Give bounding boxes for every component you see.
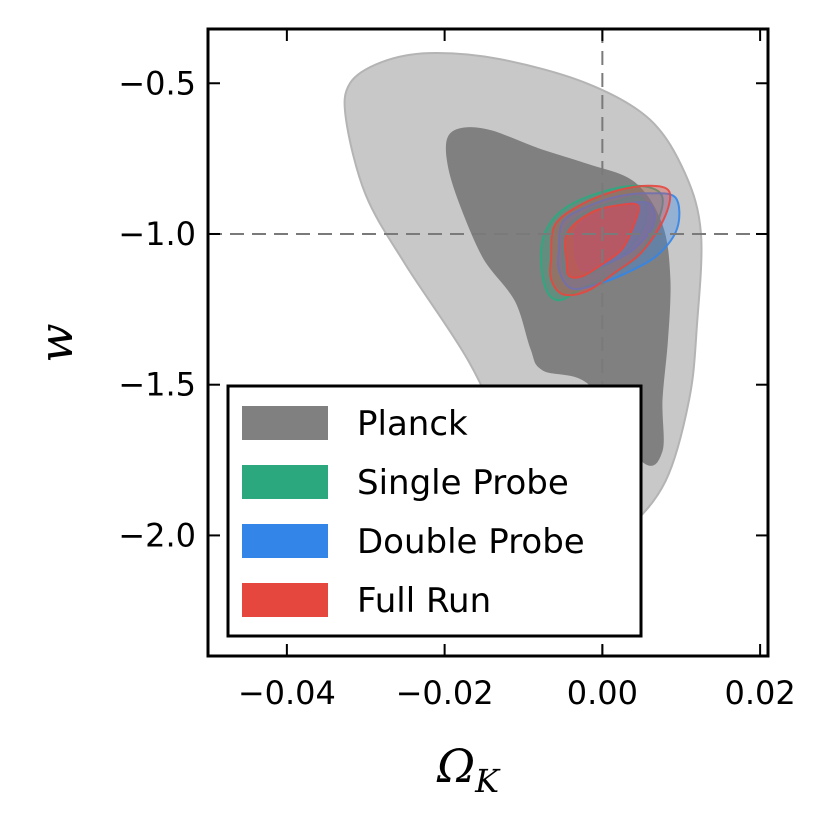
y-tick-label: −1.0 [118, 215, 196, 253]
legend-swatch [242, 524, 328, 558]
y-axis-label: w [29, 323, 83, 362]
legend-label: Full Run [357, 581, 491, 621]
y-tick-label: −2.0 [118, 516, 196, 554]
y-tick-label: −0.5 [118, 64, 196, 102]
reference-lines [208, 29, 768, 656]
legend-swatch [242, 583, 328, 617]
legend-entry-double-probe: Double Probe [242, 522, 585, 562]
legend-entry-single-probe: Single Probe [242, 463, 569, 503]
x-tick-label: 0.02 [724, 674, 795, 712]
legend-swatch [242, 465, 328, 499]
x-tick-label: −0.04 [238, 674, 336, 712]
legend-swatch [242, 406, 328, 440]
legend-entry-planck: Planck [242, 404, 468, 444]
ticks-layer: −0.04 −0.02 0.00 0.02 −0.5 −1.0 −1.5 −2.0 [118, 29, 796, 712]
x-axis-label-sub: K [474, 762, 501, 800]
legend-label: Single Probe [357, 463, 569, 503]
legend-label: Double Probe [357, 522, 585, 562]
legend-label: Planck [357, 404, 468, 444]
y-tick-label: −1.5 [118, 366, 196, 404]
x-axis-label: ΩK [436, 739, 501, 800]
x-tick-label: −0.02 [396, 674, 494, 712]
x-tick-label: 0.00 [567, 674, 638, 712]
legend-entry-full-run: Full Run [242, 581, 491, 621]
x-axis-label-main: Ω [436, 739, 475, 793]
legend: Planck Single Probe Double Probe Full Run [226, 384, 643, 638]
legend-entries: Planck Single Probe Double Probe Full Run [242, 404, 585, 621]
plot-frame [206, 27, 770, 658]
